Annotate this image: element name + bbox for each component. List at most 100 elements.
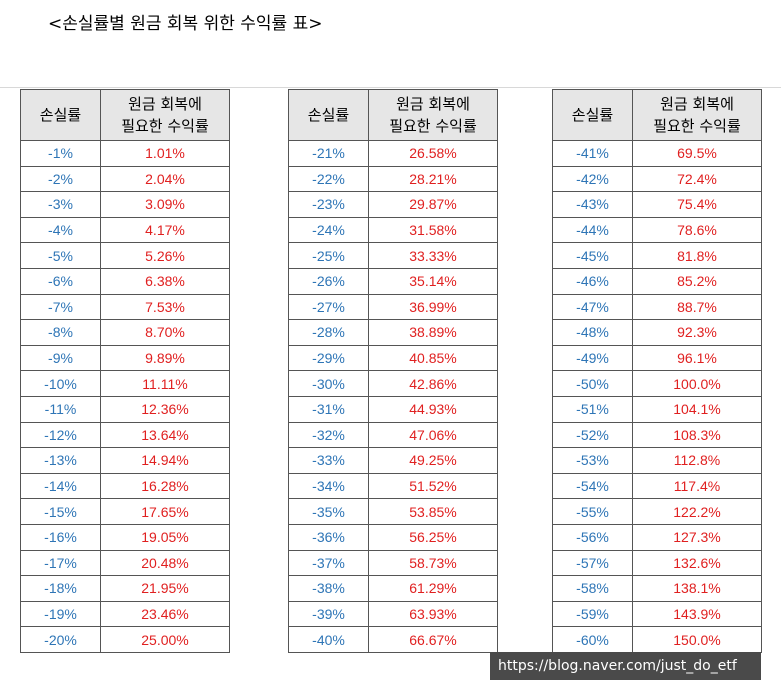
loss-rate-cell: -33% [288,447,369,474]
loss-rate-cell: -25% [288,242,369,269]
required-return-cell: 112.8% [632,447,762,474]
loss-rate-cell: -5% [20,242,101,269]
required-return-cell: 117.4% [632,472,762,500]
table-row: -14% 16.28% [20,472,230,500]
header-loss-rate: 손실률 [288,89,369,141]
table-row: -58% 138.1% [552,575,762,602]
required-return-cell: 1.01% [100,140,230,167]
required-return-cell: 13.64% [100,421,230,449]
table-row: -26% 35.14% [288,267,498,295]
required-return-cell: 85.2% [632,267,762,295]
required-return-cell: 92.3% [632,319,762,346]
table-row: -12% 13.64% [20,421,230,449]
table-row: -55% 122.2% [552,498,762,525]
header-required-return-label: 원금 회복에 필요한 수익률 [653,95,741,135]
table-row: -52% 108.3% [552,421,762,449]
table-row: -54% 117.4% [552,472,762,500]
loss-rate-cell: -20% [20,626,101,653]
loss-rate-cell: -50% [552,370,633,397]
required-return-cell: 3.09% [100,191,230,218]
required-return-cell: 17.65% [100,498,230,525]
loss-rate-cell: -53% [552,447,633,474]
loss-rate-cell: -59% [552,600,633,628]
table-row: -37% 58.73% [288,549,498,577]
required-return-cell: 36.99% [368,293,498,321]
required-return-cell: 11.11% [100,370,230,397]
table-row: -22% 28.21% [288,165,498,193]
table-row: -10% 11.11% [20,370,230,397]
loss-rate-cell: -9% [20,344,101,372]
required-return-cell: 8.70% [100,319,230,346]
loss-rate-cell: -56% [552,523,633,551]
required-return-cell: 56.25% [368,523,498,551]
divider [0,87,781,88]
table-row: -15% 17.65% [20,498,230,525]
table-row: -45% 81.8% [552,242,762,269]
required-return-cell: 72.4% [632,165,762,193]
loss-rate-cell: -47% [552,293,633,321]
loss-rate-cell: -26% [288,267,369,295]
loss-rate-cell: -17% [20,549,101,577]
table-row: -60% 150.0% [552,626,762,653]
table-row: -44% 78.6% [552,216,762,244]
header-required-return-label: 원금 회복에 필요한 수익률 [389,95,477,135]
required-return-cell: 16.28% [100,472,230,500]
loss-rate-cell: -40% [288,626,369,653]
table-row: -1% 1.01% [20,140,230,167]
loss-rate-cell: -32% [288,421,369,449]
loss-rate-cell: -24% [288,216,369,244]
table-row: -18% 21.95% [20,575,230,602]
loss-rate-cell: -13% [20,447,101,474]
required-return-cell: 63.93% [368,600,498,628]
recovery-table-1: 손실률 원금 회복에 필요한 수익률 -1% 1.01% -2% 2.04% -3% 3.0… [20,89,230,653]
recovery-table-2: 손실률 원금 회복에 필요한 수익률 -21% 26.58% -22% 28.21% -2… [288,89,498,653]
table-row: -13% 14.94% [20,447,230,474]
table-row: -19% 23.46% [20,600,230,628]
required-return-cell: 9.89% [100,344,230,372]
required-return-cell: 5.26% [100,242,230,269]
table-row: -25% 33.33% [288,242,498,269]
table-row: -59% 143.9% [552,600,762,628]
required-return-cell: 42.86% [368,370,498,397]
loss-rate-cell: -27% [288,293,369,321]
required-return-cell: 150.0% [632,626,762,653]
required-return-cell: 12.36% [100,395,230,423]
required-return-cell: 6.38% [100,267,230,295]
loss-rate-cell: -42% [552,165,633,193]
loss-rate-cell: -48% [552,319,633,346]
required-return-cell: 69.5% [632,140,762,167]
loss-rate-cell: -60% [552,626,633,653]
loss-rate-cell: -15% [20,498,101,525]
loss-rate-cell: -23% [288,191,369,218]
required-return-cell: 19.05% [100,523,230,551]
required-return-cell: 100.0% [632,370,762,397]
loss-rate-cell: -12% [20,421,101,449]
required-return-cell: 53.85% [368,498,498,525]
required-return-cell: 40.85% [368,344,498,372]
table-row: -28% 38.89% [288,319,498,346]
table-row: -42% 72.4% [552,165,762,193]
required-return-cell: 44.93% [368,395,498,423]
loss-rate-cell: -2% [20,165,101,193]
required-return-cell: 51.52% [368,472,498,500]
loss-rate-cell: -58% [552,575,633,602]
loss-rate-cell: -41% [552,140,633,167]
loss-rate-cell: -57% [552,549,633,577]
table-row: -9% 9.89% [20,344,230,372]
table-row: -3% 3.09% [20,191,230,218]
loss-rate-cell: -31% [288,395,369,423]
table-row: -27% 36.99% [288,293,498,321]
required-return-cell: 122.2% [632,498,762,525]
required-return-cell: 88.7% [632,293,762,321]
loss-rate-cell: -35% [288,498,369,525]
loss-rate-cell: -51% [552,395,633,423]
loss-rate-cell: -19% [20,600,101,628]
loss-rate-cell: -54% [552,472,633,500]
header-required-return: 원금 회복에 필요한 수익률 [100,89,230,141]
required-return-cell: 138.1% [632,575,762,602]
loss-rate-cell: -49% [552,344,633,372]
table-row: -53% 112.8% [552,447,762,474]
loss-rate-cell: -11% [20,395,101,423]
loss-rate-cell: -55% [552,498,633,525]
header-loss-rate: 손실률 [20,89,101,141]
